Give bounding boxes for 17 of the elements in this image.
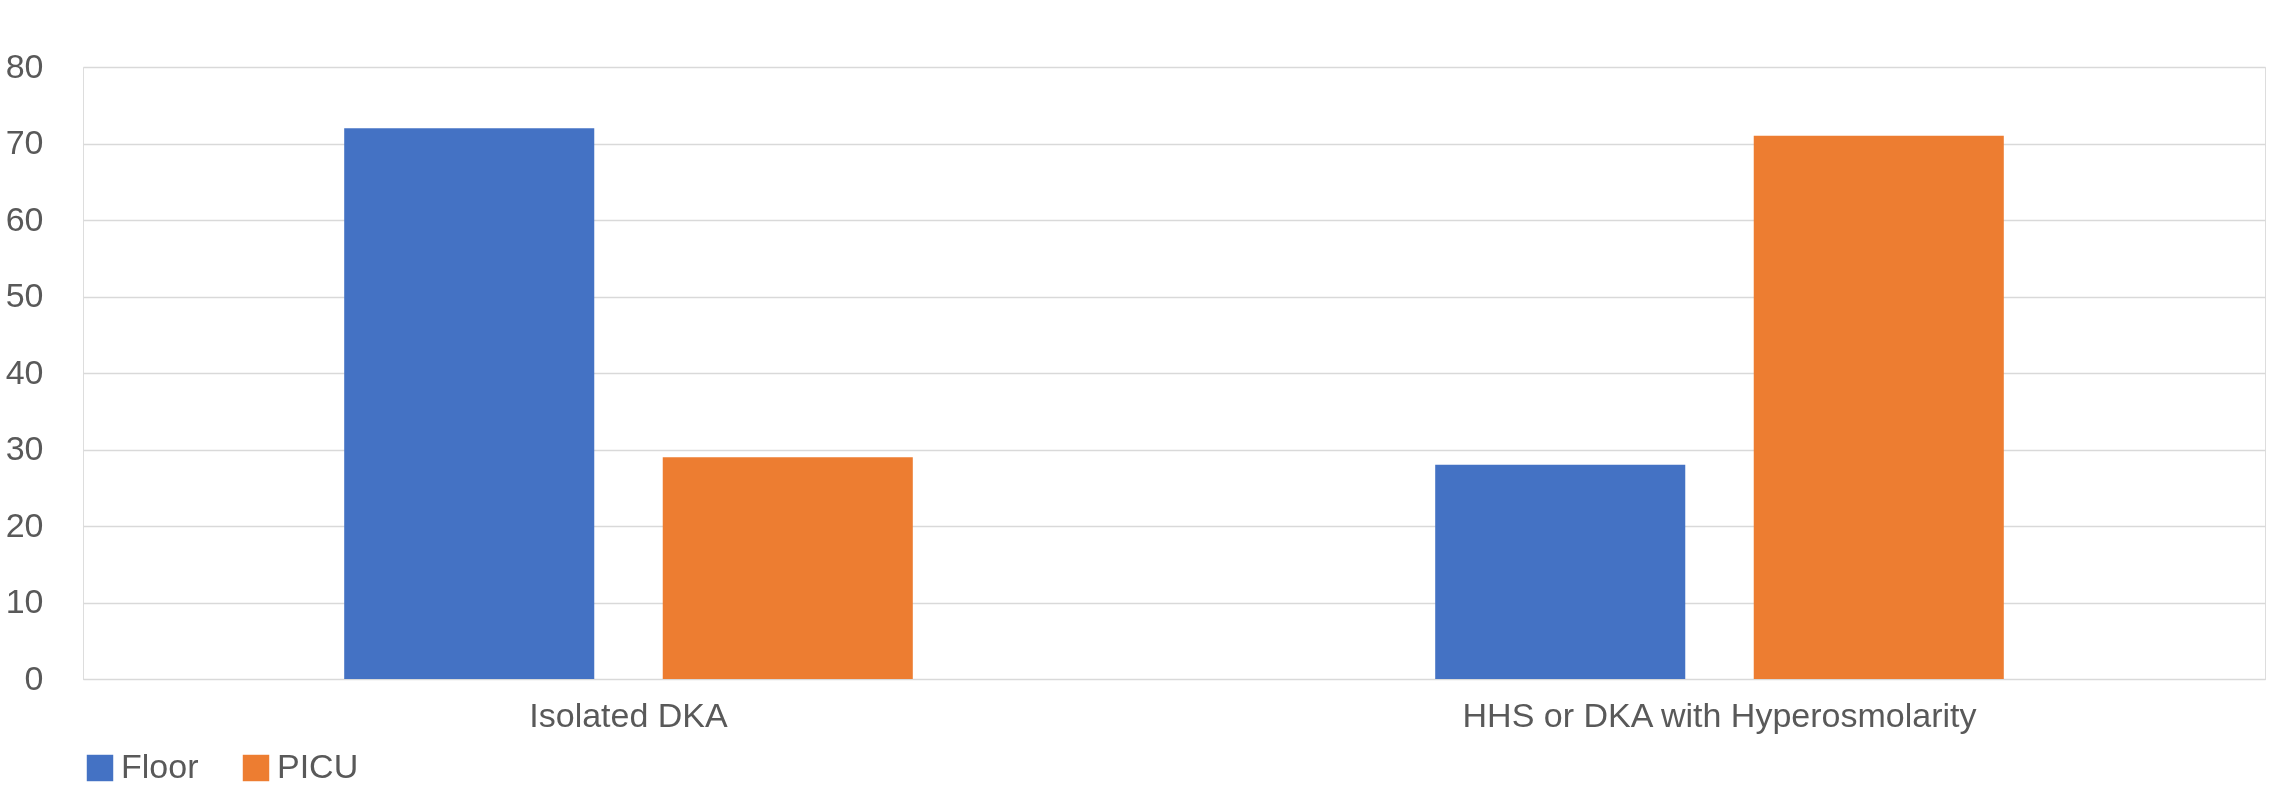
bar <box>344 128 595 679</box>
bar <box>1753 135 2004 679</box>
y-tick-label: 80 <box>5 46 44 85</box>
y-tick-label: 30 <box>5 429 44 467</box>
bar <box>1435 464 1686 679</box>
legend-label: Floor <box>121 747 199 785</box>
x-tick-label: HHS or DKA with Hyperosmolarity <box>1462 695 1977 734</box>
y-tick-label: 50 <box>5 276 44 314</box>
bar <box>662 457 913 679</box>
y-tick-label: 40 <box>5 352 44 391</box>
x-tick-label: Isolated DKA <box>529 695 729 734</box>
y-tick-label: 10 <box>5 582 44 620</box>
legend-label: PICU <box>277 747 359 785</box>
y-tick-label: 0 <box>24 658 44 697</box>
y-tick-label: 20 <box>5 505 44 544</box>
y-tick-label: 60 <box>5 199 44 238</box>
y-tick-label: 70 <box>5 123 44 161</box>
